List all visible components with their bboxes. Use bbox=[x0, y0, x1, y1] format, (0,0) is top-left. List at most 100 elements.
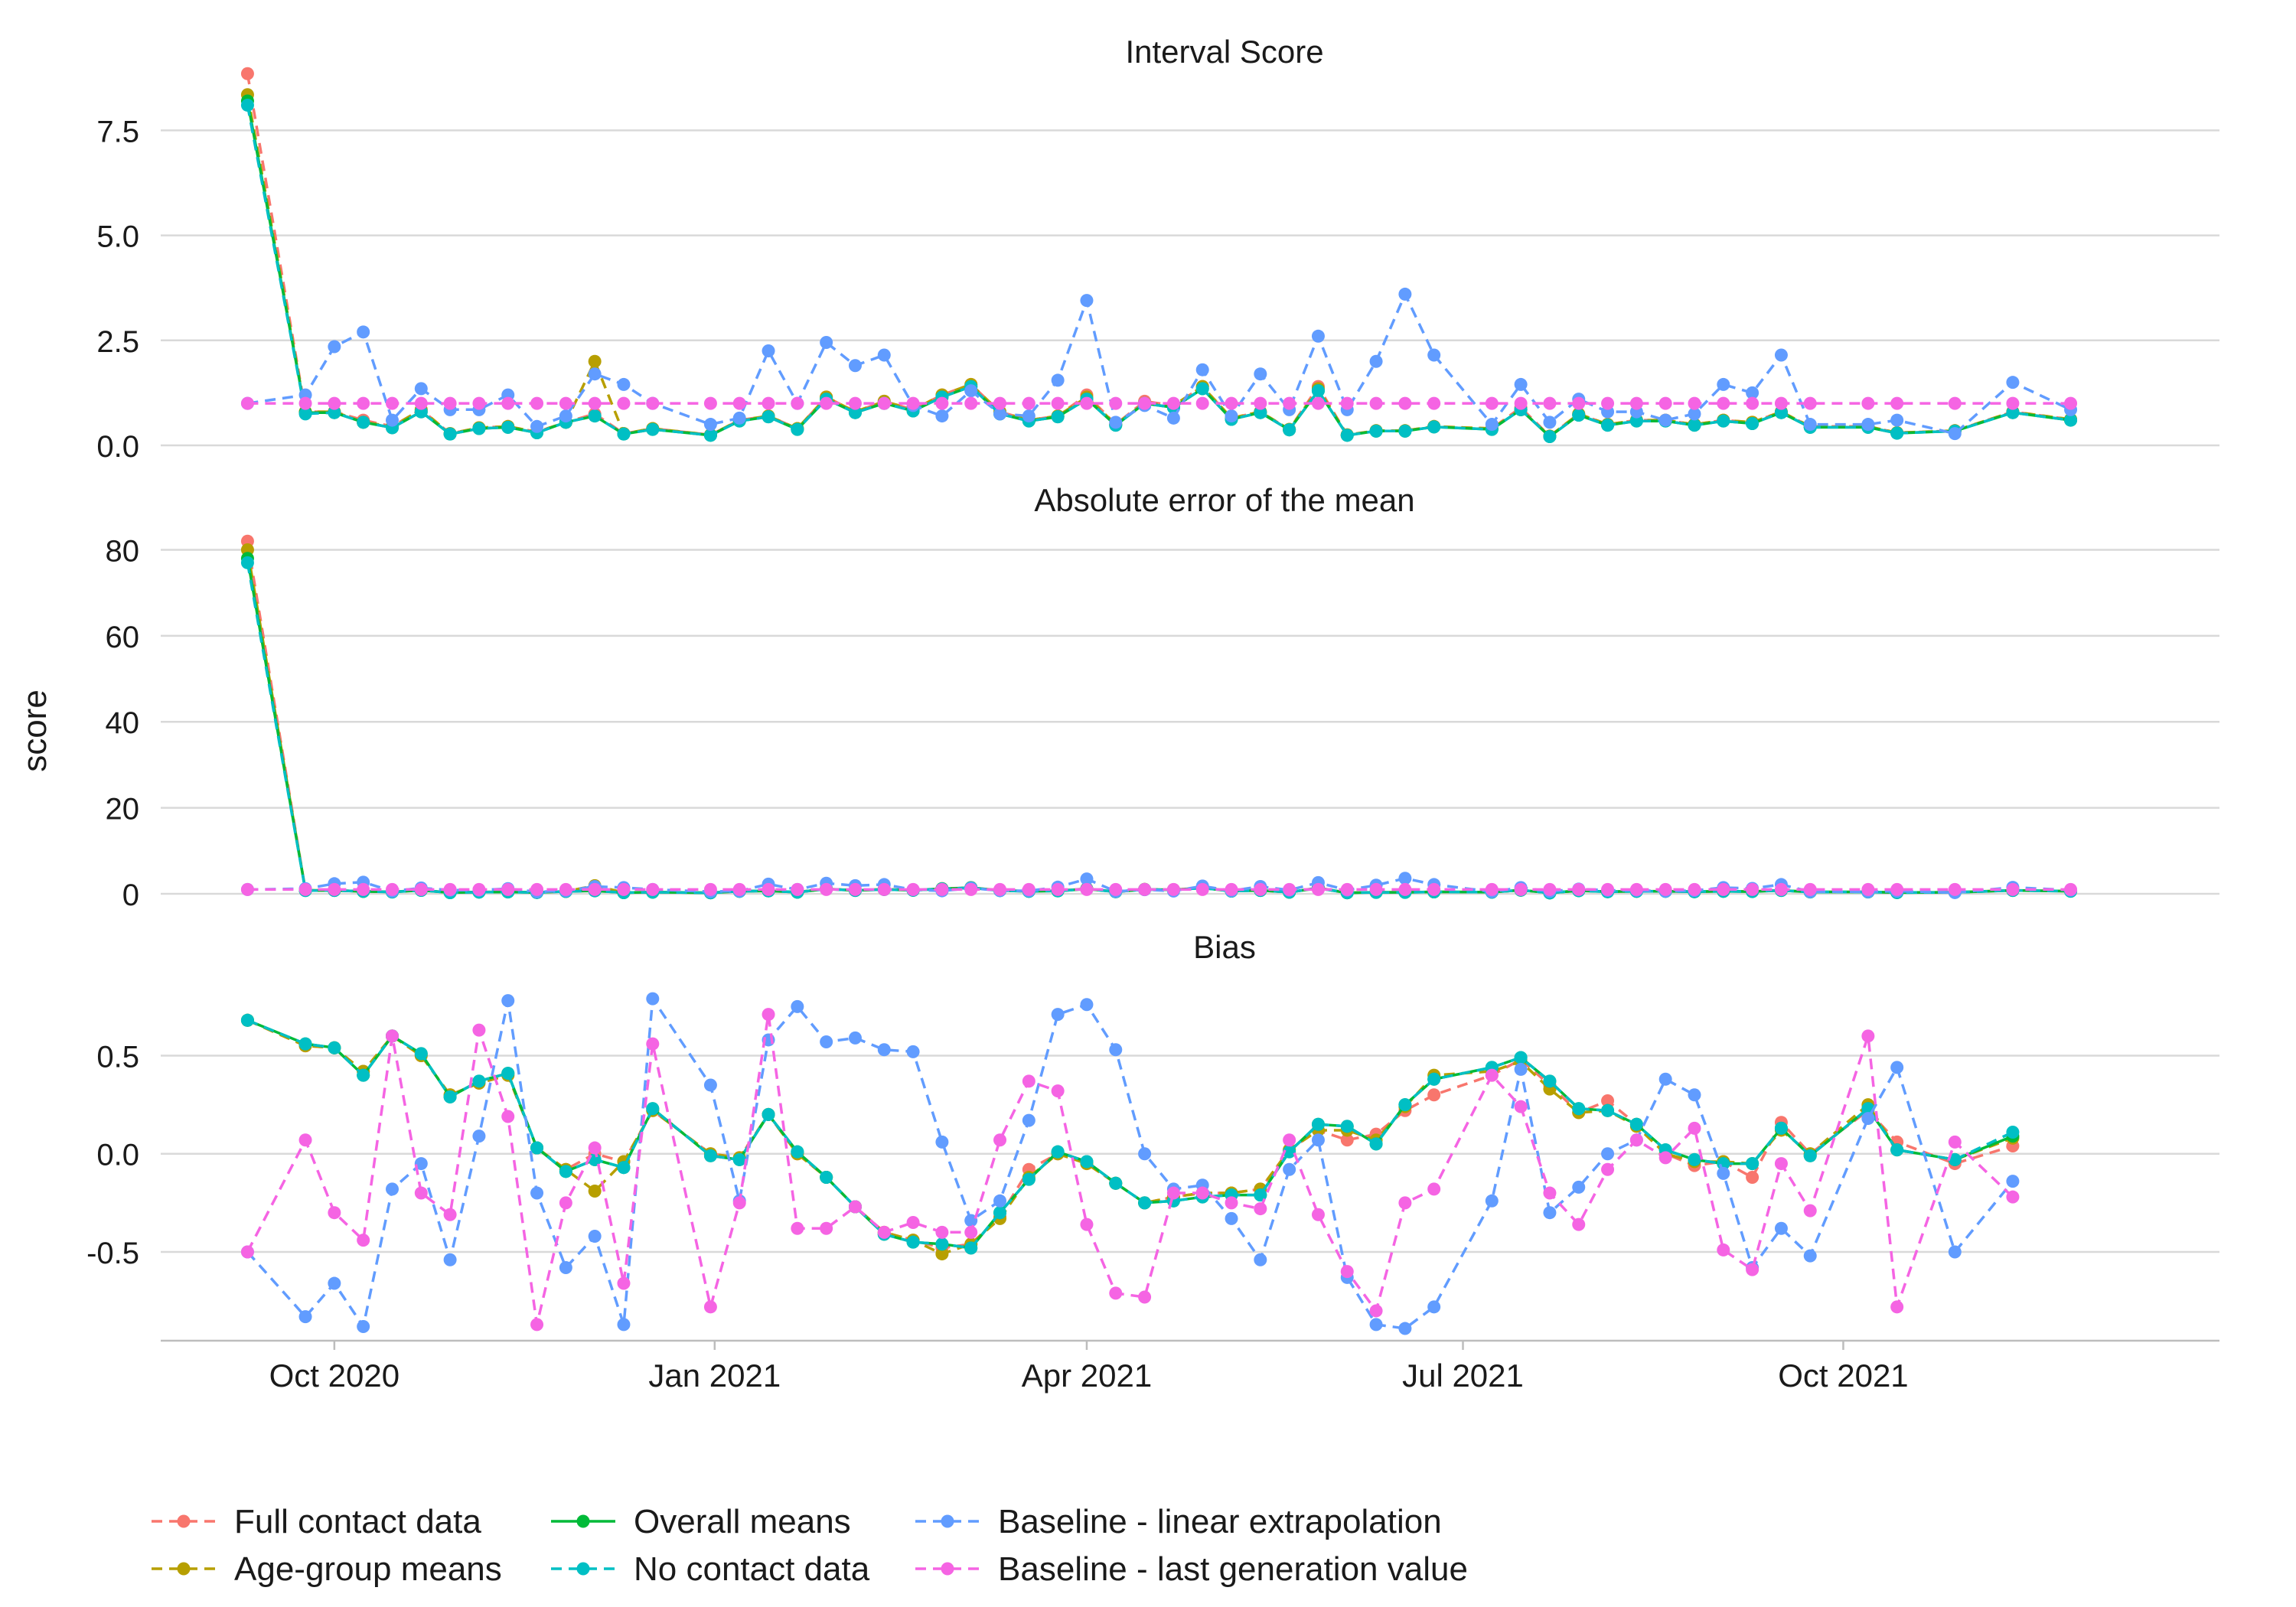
data-point bbox=[1572, 882, 1586, 896]
data-point bbox=[1080, 998, 1094, 1012]
data-point bbox=[588, 1229, 602, 1243]
y-tick-label: 0.0 bbox=[96, 1139, 139, 1172]
data-point bbox=[964, 1214, 978, 1227]
data-point bbox=[357, 882, 370, 896]
data-point bbox=[530, 1186, 544, 1200]
data-point bbox=[1195, 882, 1209, 896]
data-point bbox=[1803, 418, 1817, 432]
series-line bbox=[246, 100, 2071, 438]
data-point bbox=[588, 396, 602, 410]
data-point bbox=[1717, 1166, 1730, 1180]
y-tick-label: 0.0 bbox=[96, 430, 139, 464]
data-point bbox=[964, 882, 978, 896]
data-point bbox=[1861, 396, 1875, 410]
data-point bbox=[1514, 377, 1528, 391]
data-point bbox=[472, 396, 486, 410]
data-point bbox=[964, 384, 978, 398]
data-point bbox=[298, 1037, 312, 1051]
data-point bbox=[357, 1319, 370, 1333]
data-point bbox=[328, 396, 341, 410]
data-point bbox=[1109, 882, 1123, 896]
series-1 bbox=[240, 534, 2078, 900]
data-point bbox=[762, 882, 775, 896]
data-point bbox=[762, 344, 775, 358]
data-point bbox=[1601, 1147, 1615, 1161]
data-point bbox=[1225, 882, 1238, 896]
data-point bbox=[1427, 1072, 1441, 1086]
y-tick-label: 2.5 bbox=[96, 325, 139, 359]
data-point bbox=[1948, 427, 1962, 441]
data-point bbox=[762, 1107, 775, 1121]
data-point bbox=[820, 396, 833, 410]
data-point bbox=[298, 407, 312, 421]
data-point bbox=[1948, 1152, 1962, 1166]
data-point bbox=[1051, 882, 1065, 896]
x-tick-label: Apr 2021 bbox=[1022, 1358, 1152, 1393]
panel-3: -0.5 0.0 0.5 Bias bbox=[86, 929, 2219, 1335]
data-point bbox=[1890, 426, 1904, 440]
series-line bbox=[246, 540, 2071, 895]
data-point bbox=[385, 882, 399, 896]
data-point bbox=[328, 1041, 341, 1054]
data-point bbox=[1514, 396, 1528, 410]
data-point bbox=[1543, 396, 1557, 410]
data-point bbox=[1311, 396, 1325, 410]
series-6 bbox=[240, 882, 2078, 896]
data-point bbox=[935, 882, 949, 896]
data-point bbox=[791, 422, 804, 436]
data-point bbox=[1948, 1245, 1962, 1259]
data-point bbox=[1311, 1117, 1325, 1131]
data-point bbox=[1166, 396, 1180, 410]
data-point bbox=[732, 1152, 746, 1166]
data-point bbox=[530, 1141, 544, 1155]
data-point bbox=[443, 882, 457, 896]
data-point bbox=[1254, 1202, 1267, 1216]
data-point bbox=[1890, 396, 1904, 410]
data-point bbox=[1398, 287, 1412, 301]
data-point bbox=[617, 1161, 631, 1175]
series-3 bbox=[240, 1013, 2020, 1255]
data-point bbox=[328, 882, 341, 896]
data-point bbox=[1311, 329, 1325, 343]
data-point bbox=[2006, 396, 2020, 410]
data-point bbox=[1311, 882, 1325, 896]
data-point bbox=[1746, 882, 1760, 896]
data-point bbox=[935, 1135, 949, 1149]
data-point bbox=[877, 1225, 891, 1239]
data-point bbox=[1861, 1029, 1875, 1043]
data-point bbox=[1080, 872, 1094, 886]
data-point bbox=[935, 409, 949, 423]
data-point bbox=[877, 1043, 891, 1057]
data-point bbox=[1890, 1061, 1904, 1074]
y-axis-label: score bbox=[16, 689, 54, 772]
data-point bbox=[1369, 396, 1383, 410]
data-point bbox=[1080, 1217, 1094, 1231]
series-4 bbox=[240, 1013, 2020, 1255]
data-point bbox=[1543, 1206, 1557, 1220]
data-point bbox=[1022, 1113, 1035, 1127]
data-point bbox=[1658, 413, 1672, 427]
series-1 bbox=[240, 1013, 2020, 1255]
data-point bbox=[993, 396, 1007, 410]
data-point bbox=[1658, 1072, 1672, 1086]
data-point bbox=[501, 1110, 515, 1123]
data-point bbox=[1022, 1172, 1035, 1186]
data-point bbox=[1601, 1103, 1615, 1117]
data-point bbox=[240, 396, 254, 410]
data-point bbox=[848, 882, 862, 896]
series-6 bbox=[240, 396, 2078, 410]
y-tick-label: -0.5 bbox=[86, 1237, 139, 1270]
data-point bbox=[1746, 1171, 1760, 1185]
data-point bbox=[443, 396, 457, 410]
data-point bbox=[1166, 882, 1180, 896]
data-point bbox=[1398, 872, 1412, 885]
data-point bbox=[1283, 423, 1296, 437]
data-point bbox=[530, 396, 544, 410]
legend-item: Baseline - last generation value bbox=[915, 1550, 1468, 1588]
data-point bbox=[1543, 416, 1557, 429]
data-point bbox=[1254, 367, 1267, 381]
data-point bbox=[472, 1074, 486, 1088]
data-point bbox=[935, 396, 949, 410]
data-point bbox=[820, 1221, 833, 1235]
